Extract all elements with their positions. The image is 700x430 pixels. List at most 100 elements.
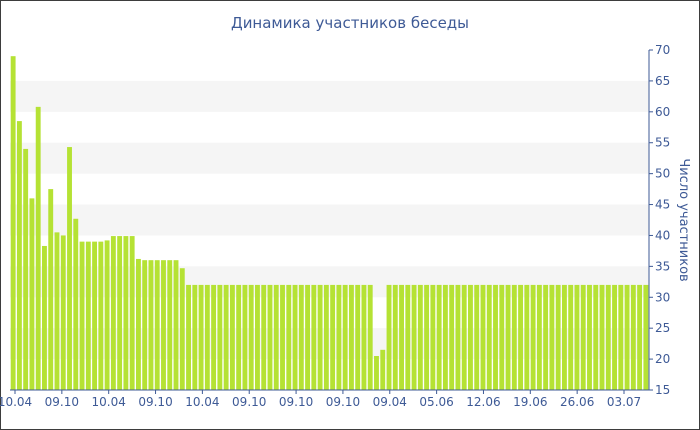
bar [98,241,104,390]
bar [255,284,260,390]
bar [380,349,386,390]
x-tick-label: 26.06 [560,395,594,409]
bar [624,284,630,390]
y-tick-label: 65 [655,74,670,88]
bar [42,245,47,390]
bar [374,356,379,390]
bar [292,284,298,390]
bar [549,284,555,390]
y-tick-label: 50 [655,167,670,181]
bar [217,284,223,390]
bar [273,284,279,390]
bar [411,284,417,390]
bar [35,106,41,390]
bar [85,241,91,390]
x-tick-labels: 10.04 09.10 10.04 09.10 10.04 09.10 09.10 09.10… [0,390,641,409]
bar [48,189,54,390]
bar [223,284,229,390]
bar [449,284,455,390]
bar [342,284,348,390]
bar [436,284,442,390]
bar [142,260,148,390]
bar [92,241,98,390]
bar [123,236,129,390]
bar [311,284,317,390]
bar [643,284,649,390]
bar [474,284,480,390]
bar [154,260,160,390]
bar [305,284,311,390]
bar [574,284,580,390]
bar [330,284,336,390]
grid-bands [10,80,649,360]
bar [580,284,586,390]
bar [561,284,567,390]
grid-band [10,204,649,236]
bar [480,284,486,390]
bar [248,284,254,390]
bar [442,284,448,390]
bar [267,284,273,390]
bar [399,284,404,390]
bar [568,284,574,390]
chart-title: Динамика участников беседы [231,14,469,32]
bar [211,284,217,390]
grid-band [10,266,649,298]
bar [148,260,154,390]
bar [104,240,110,390]
x-tick-label: 10.04 [185,395,219,409]
bar [236,284,242,390]
y-tick-label: 25 [655,321,670,335]
bar [16,121,22,390]
bar [192,284,198,390]
bar [173,260,179,390]
bar [73,218,79,390]
bar [599,284,605,390]
bar [167,260,173,390]
bar [323,284,329,390]
bar [524,284,530,390]
bar [242,284,248,390]
bar [79,241,85,390]
bar [386,284,392,390]
bar [493,284,498,390]
y-tick-label: 55 [655,136,670,150]
y-tick-label: 70 [655,43,670,57]
y-tick-label: 15 [655,383,670,397]
bar [505,284,511,390]
grid-band [10,80,649,112]
bar [23,148,29,390]
bar [280,284,285,390]
bar [605,284,611,390]
x-tick-label: 09.10 [326,395,360,409]
y-tick-label: 30 [655,290,670,304]
x-tick-label: 12.06 [466,395,500,409]
bar [618,284,624,390]
bar [405,284,411,390]
bar [424,284,430,390]
bar [348,284,354,390]
bar [117,236,123,390]
bar [179,268,185,390]
grid-band [10,328,649,360]
bar [67,147,72,390]
bar [612,284,617,390]
bar [461,284,467,390]
x-tick-label: 05.06 [419,395,453,409]
bar [499,284,505,390]
bar [536,284,542,390]
bar [261,284,267,390]
y-tick-label: 35 [655,259,670,273]
bar [298,284,304,390]
y-tick-labels: 15 20 25 30 35 40 45 50 55 60 65 70 [649,43,670,397]
bar [129,236,135,390]
bar [486,284,492,390]
bar [630,284,636,390]
bar [110,236,116,390]
bar [198,284,204,390]
bar [336,284,342,390]
x-tick-label: 09.10 [138,395,172,409]
y-axis-label: Число участников [676,158,691,281]
bar [593,284,599,390]
